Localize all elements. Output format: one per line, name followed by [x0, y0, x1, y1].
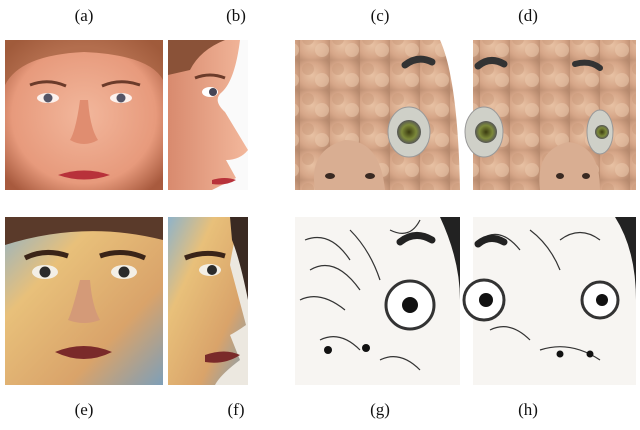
panel-label: (g) — [370, 400, 390, 419]
panel-d-image — [464, 40, 636, 190]
panel-label: (d) — [518, 6, 538, 25]
panel-label: (b) — [226, 6, 246, 25]
panel-a-image — [5, 40, 163, 190]
panel-g-image — [295, 217, 460, 385]
panel-b-image — [168, 40, 248, 190]
panel-c-image — [295, 40, 460, 190]
panel-label: (e) — [75, 400, 94, 419]
panel-label: (h) — [518, 400, 538, 419]
panel-h-image — [462, 217, 636, 385]
panel-label: (a) — [75, 6, 94, 25]
panel-label: (f) — [228, 400, 245, 419]
panel-label: (c) — [371, 6, 390, 25]
panel-e-image — [5, 217, 163, 385]
panel-f-image — [168, 217, 248, 385]
